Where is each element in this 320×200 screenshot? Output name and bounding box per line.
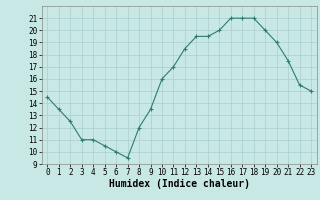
X-axis label: Humidex (Indice chaleur): Humidex (Indice chaleur) (109, 179, 250, 189)
